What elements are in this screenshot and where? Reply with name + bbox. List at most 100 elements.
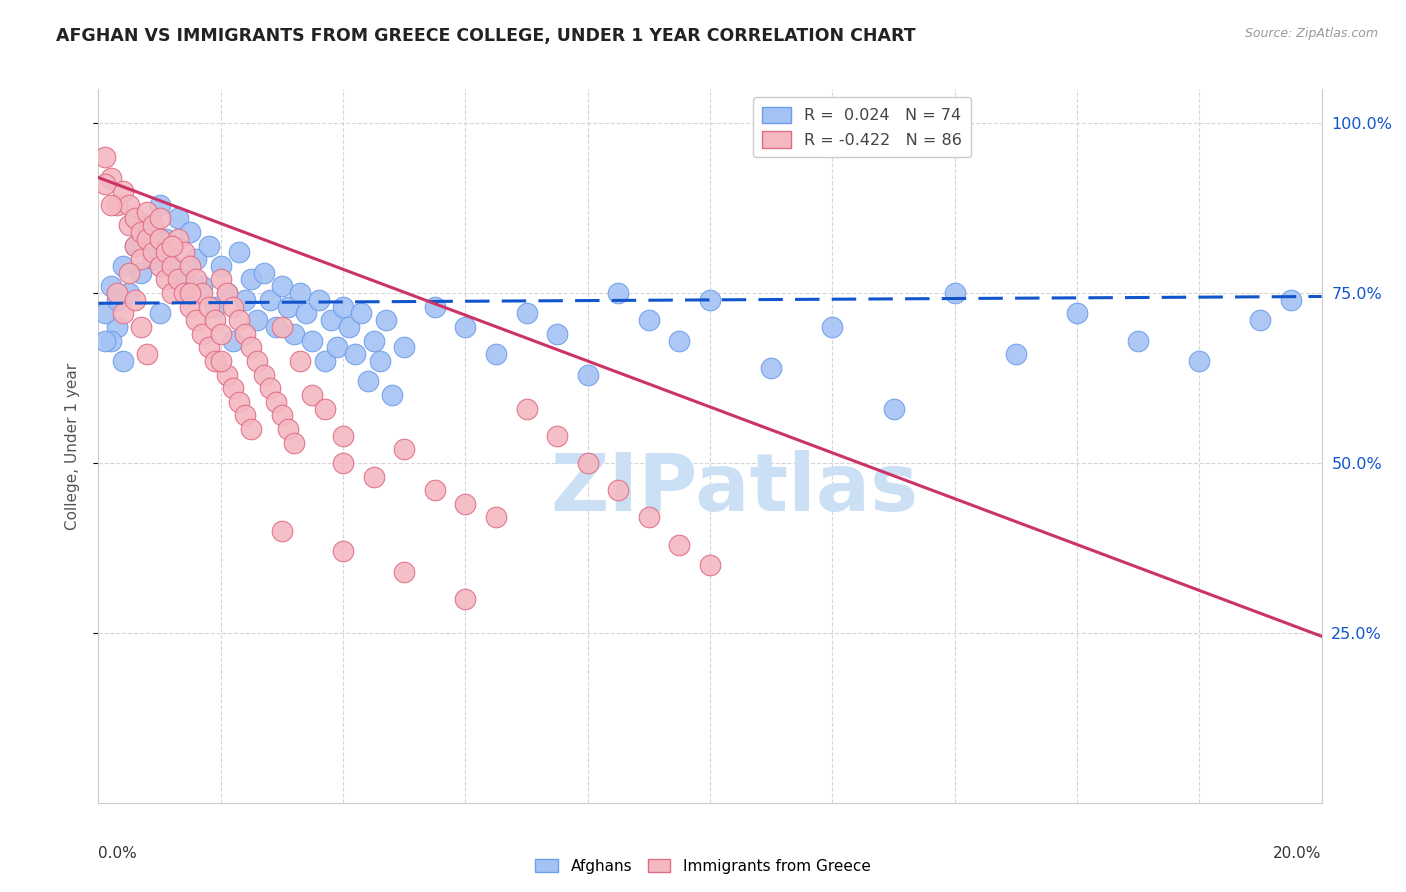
Point bbox=[118, 198, 141, 212]
Point bbox=[228, 313, 250, 327]
Point bbox=[173, 245, 195, 260]
Point bbox=[516, 306, 538, 320]
Point bbox=[699, 558, 721, 572]
Point bbox=[943, 286, 966, 301]
Point bbox=[111, 354, 134, 368]
Point bbox=[283, 326, 305, 341]
Legend: R =  0.024   N = 74, R = -0.422   N = 86: R = 0.024 N = 74, R = -0.422 N = 86 bbox=[752, 97, 972, 158]
Point bbox=[240, 272, 263, 286]
Point bbox=[546, 326, 568, 341]
Point bbox=[179, 300, 201, 314]
Point bbox=[301, 334, 323, 348]
Point bbox=[124, 211, 146, 226]
Point bbox=[337, 320, 360, 334]
Point bbox=[118, 286, 141, 301]
Point bbox=[761, 360, 783, 375]
Point bbox=[191, 326, 214, 341]
Point bbox=[129, 252, 152, 266]
Point bbox=[363, 334, 385, 348]
Point bbox=[93, 306, 115, 320]
Point bbox=[1128, 334, 1150, 348]
Point bbox=[222, 300, 245, 314]
Point bbox=[270, 320, 294, 334]
Point bbox=[129, 320, 152, 334]
Point bbox=[607, 483, 630, 498]
Point bbox=[179, 286, 201, 301]
Point bbox=[222, 334, 245, 348]
Point bbox=[270, 409, 294, 423]
Point bbox=[204, 354, 226, 368]
Point bbox=[100, 198, 122, 212]
Point bbox=[142, 218, 165, 232]
Point bbox=[149, 198, 172, 212]
Point bbox=[332, 429, 354, 443]
Point bbox=[209, 326, 232, 341]
Point bbox=[368, 354, 391, 368]
Point bbox=[160, 259, 183, 273]
Point bbox=[191, 279, 214, 293]
Point bbox=[252, 368, 274, 382]
Point bbox=[283, 435, 305, 450]
Point bbox=[142, 252, 165, 266]
Point bbox=[93, 334, 115, 348]
Point bbox=[576, 456, 599, 470]
Point bbox=[209, 259, 232, 273]
Point bbox=[233, 326, 256, 341]
Point bbox=[314, 401, 336, 416]
Point bbox=[454, 320, 477, 334]
Text: 0.0%: 0.0% bbox=[98, 846, 138, 861]
Point bbox=[277, 422, 299, 436]
Point bbox=[607, 286, 630, 301]
Point bbox=[350, 306, 373, 320]
Point bbox=[240, 341, 263, 355]
Point bbox=[314, 354, 336, 368]
Point bbox=[186, 272, 208, 286]
Point bbox=[136, 347, 159, 361]
Point bbox=[233, 293, 256, 307]
Point bbox=[699, 293, 721, 307]
Point bbox=[1066, 306, 1088, 320]
Point bbox=[155, 272, 177, 286]
Point bbox=[240, 422, 263, 436]
Point bbox=[270, 524, 294, 538]
Point bbox=[638, 510, 661, 524]
Point bbox=[1004, 347, 1026, 361]
Point bbox=[277, 300, 299, 314]
Point bbox=[179, 225, 201, 239]
Point bbox=[454, 497, 477, 511]
Point bbox=[204, 300, 226, 314]
Point bbox=[290, 286, 312, 301]
Point bbox=[160, 286, 183, 301]
Point bbox=[124, 238, 146, 252]
Point bbox=[173, 272, 195, 286]
Point bbox=[197, 341, 219, 355]
Point bbox=[356, 375, 378, 389]
Point bbox=[100, 279, 122, 293]
Point bbox=[186, 313, 208, 327]
Point bbox=[264, 394, 287, 409]
Point bbox=[485, 510, 508, 524]
Point bbox=[155, 232, 177, 246]
Point bbox=[228, 394, 250, 409]
Point bbox=[423, 483, 446, 498]
Point bbox=[233, 409, 256, 423]
Point bbox=[295, 306, 318, 320]
Point bbox=[668, 537, 690, 551]
Point bbox=[173, 286, 195, 301]
Point bbox=[93, 150, 115, 164]
Point bbox=[105, 198, 128, 212]
Point bbox=[1188, 354, 1211, 368]
Point bbox=[392, 442, 416, 457]
Point bbox=[149, 306, 172, 320]
Point bbox=[423, 300, 446, 314]
Point bbox=[363, 469, 385, 483]
Point bbox=[485, 347, 508, 361]
Legend: Afghans, Immigrants from Greece: Afghans, Immigrants from Greece bbox=[530, 853, 876, 880]
Point bbox=[344, 347, 367, 361]
Point bbox=[264, 320, 287, 334]
Point bbox=[319, 313, 342, 327]
Point bbox=[215, 286, 238, 301]
Point bbox=[883, 401, 905, 416]
Point bbox=[129, 266, 152, 280]
Point bbox=[124, 238, 146, 252]
